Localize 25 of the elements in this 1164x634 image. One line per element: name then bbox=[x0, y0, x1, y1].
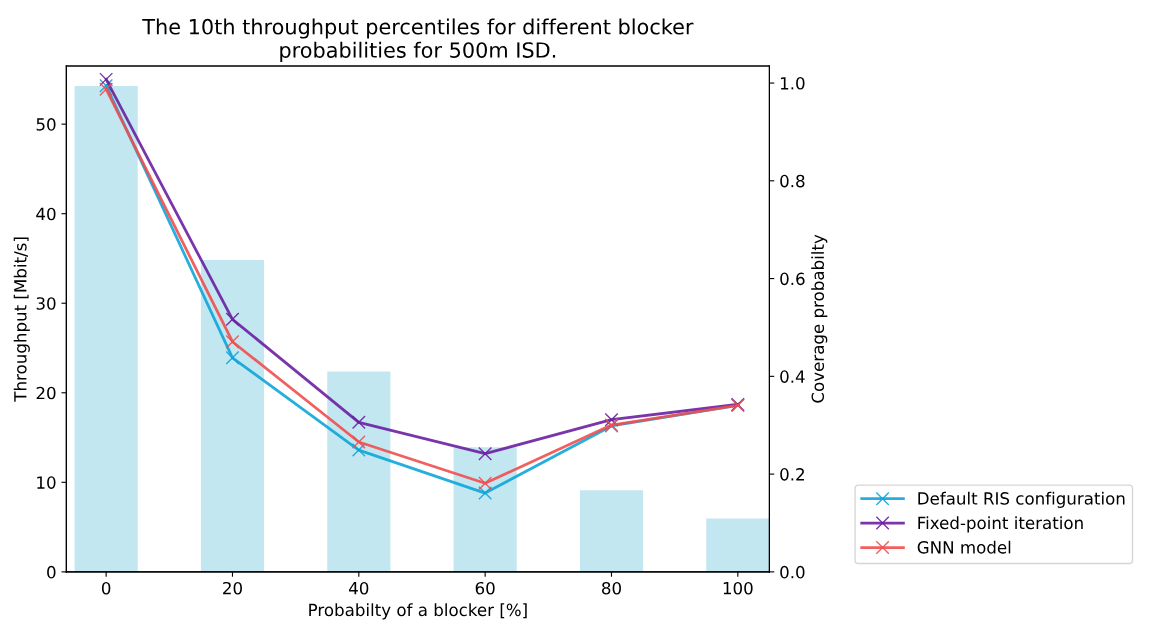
y-tick-label: 40 bbox=[36, 207, 56, 221]
legend-label: Fixed-point iteration bbox=[918, 516, 1083, 533]
y-axis-title: Throughput [Mbit/s] bbox=[13, 237, 30, 402]
y2-tick-label: 0.4 bbox=[780, 370, 805, 383]
x-tick-label: 100 bbox=[723, 581, 753, 595]
x-tick-label: 40 bbox=[349, 581, 369, 595]
y2-tick-label: 0.2 bbox=[780, 468, 804, 481]
x-axis-title: Probabilty of a blocker [%] bbox=[309, 603, 527, 620]
y-tick-label: 0 bbox=[47, 565, 56, 579]
x-tick-label: 20 bbox=[223, 581, 242, 595]
legend-label: Default RIS configuration bbox=[918, 491, 1125, 508]
x-tick-label: 60 bbox=[475, 581, 495, 595]
x-tick-label: 0 bbox=[101, 581, 111, 595]
y-tick-label: 10 bbox=[37, 476, 56, 489]
y2-tick-label: 0.6 bbox=[780, 272, 805, 286]
y2-tick-label: 1.0 bbox=[780, 77, 805, 90]
y-tick-label: 50 bbox=[36, 118, 56, 131]
legend-label: GNN model bbox=[917, 540, 1011, 554]
y-tick-label: 20 bbox=[36, 386, 56, 400]
y2-tick-label: 0.8 bbox=[780, 174, 805, 188]
x-tick-label: 80 bbox=[602, 581, 621, 595]
chart-title: The 10th throughput percentiles for different blocker probabilities for 500m ISD. bbox=[142, 18, 694, 62]
y-tick-label: 30 bbox=[36, 297, 56, 310]
y2-tick-label: 0.0 bbox=[780, 565, 805, 579]
y2-axis-title: Coverage probabilty bbox=[811, 234, 828, 403]
